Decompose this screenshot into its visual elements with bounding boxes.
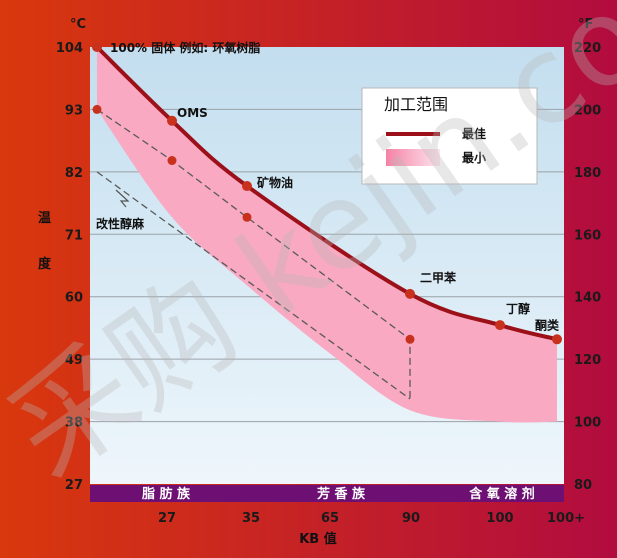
best-point: [552, 334, 562, 345]
x-axis-label: KB 值: [299, 531, 337, 547]
x-tick: 27: [158, 511, 176, 526]
category-band: [90, 485, 564, 502]
legend-min-swatch: [386, 149, 440, 166]
range-point: [92, 104, 102, 114]
y-unit-left: °C: [70, 17, 86, 32]
dashed-path-lower: [96, 171, 411, 400]
y-tick-left: 104: [56, 41, 83, 56]
y-tick-right: 120: [574, 353, 601, 368]
y-ticks-left: 104 93 82 71 60 49 38 27: [56, 41, 83, 493]
y-tick-left: 82: [65, 166, 83, 181]
y-tick-left: 27: [65, 478, 83, 493]
best-point: [92, 42, 102, 52]
point-label: 丁醇: [506, 301, 530, 316]
point-label: 矿物油: [257, 175, 293, 190]
y-tick-left: 38: [65, 416, 83, 431]
y-unit-right: °F: [578, 17, 593, 32]
y-ticks-right: 220 200 180 160 140 120 100 80: [574, 41, 601, 493]
min-range-area: [97, 47, 557, 423]
legend-best-label: 最佳: [462, 126, 486, 141]
band-aliphatic: 脂 肪 族: [141, 486, 191, 502]
point-label: 二甲苯: [420, 270, 457, 285]
grid: [90, 108, 564, 423]
best-point: [242, 181, 252, 192]
y-tick-right: 200: [574, 103, 601, 118]
x-tick: 35: [242, 511, 260, 526]
y-axis-label-1: 温: [38, 211, 51, 226]
y-tick-right: 100: [574, 416, 601, 431]
point-label: 100% 固体 例如: 环氧树脂: [110, 40, 260, 55]
legend-min-label: 最小: [462, 150, 486, 165]
x-tick: 65: [321, 511, 339, 526]
data-points: [92, 42, 562, 345]
best-point: [167, 115, 177, 126]
y-axis-label-2: 度: [38, 256, 52, 272]
dashed-path-upper: [96, 108, 411, 399]
x-ticks: 27 35 65 90 100 100+: [158, 511, 585, 526]
y-tick-right: 220: [574, 41, 601, 56]
y-tick-left: 60: [65, 291, 83, 306]
band-aromatic: 芳 香 族: [317, 486, 366, 502]
range-point: [405, 334, 415, 344]
legend: 加工范围 最佳 最小: [361, 87, 538, 185]
y-tick-right: 160: [574, 228, 601, 243]
legend-box: [361, 87, 538, 185]
x-tick: 100+: [547, 511, 585, 526]
best-point: [495, 320, 505, 331]
point-label: 酮类: [535, 317, 560, 332]
band-oxygenated: 含 氧 溶 剂: [468, 486, 535, 502]
y-tick-left: 49: [65, 353, 83, 368]
arrow-icon: [115, 189, 130, 208]
point-label: OMS: [177, 106, 208, 120]
best-point: [405, 288, 415, 299]
y-tick-left: 71: [65, 228, 83, 243]
legend-title: 加工范围: [384, 95, 448, 114]
x-tick: 100: [486, 511, 513, 526]
y-tick-right: 180: [574, 166, 601, 181]
y-tick-left: 93: [65, 103, 83, 118]
x-tick: 90: [402, 511, 420, 526]
range-point: [242, 212, 252, 222]
y-tick-right: 140: [574, 291, 601, 306]
range-point: [167, 156, 177, 166]
annotation-label: 改性醇麻: [96, 216, 145, 231]
y-tick-right: 80: [574, 478, 592, 493]
